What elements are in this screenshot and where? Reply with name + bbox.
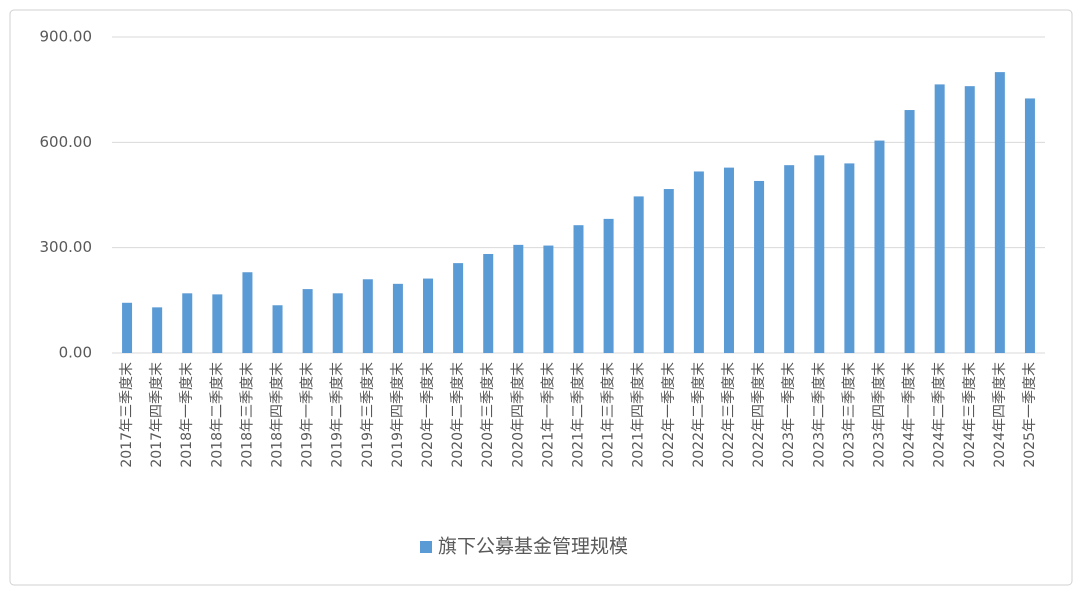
bar [814,155,825,353]
bar [934,84,945,354]
x-tick-label: 2017年四季度末 [149,362,165,468]
x-tick-label: 2019年四季度末 [390,362,406,468]
x-tick-label: 2024年四季度末 [992,362,1008,468]
bar [152,307,163,353]
x-tick-label: 2021年一季度末 [540,362,556,468]
x-tick-label: 2023年三季度末 [841,362,857,468]
bar [513,244,524,353]
x-tick-label: 2017年三季度末 [119,362,135,468]
bar [543,245,554,353]
x-tick-label: 2020年二季度末 [450,362,466,468]
x-tick-label: 2022年四季度末 [751,362,767,468]
x-tick-label: 2020年四季度末 [510,362,526,468]
bar [603,218,614,353]
x-tick-label: 2019年二季度末 [330,362,346,468]
legend-label: 旗下公募基金管理规模 [438,536,628,558]
bar [423,278,434,353]
bar [332,293,343,353]
x-tick-label: 2019年三季度末 [360,362,376,468]
x-tick-label: 2019年一季度末 [300,362,316,468]
bar [242,272,253,353]
bar [904,110,915,353]
bar [1024,98,1035,353]
bar [182,293,193,353]
x-tick-label: 2021年四季度末 [631,362,647,468]
bar [453,263,464,353]
bar [754,180,765,353]
bar [844,163,855,353]
x-tick-label: 2018年三季度末 [239,362,255,468]
legend-swatch [420,541,432,553]
bar [302,289,313,353]
x-tick-label: 2018年二季度末 [209,362,225,468]
x-tick-label: 2018年四季度末 [270,362,286,468]
chart-frame [9,9,1073,586]
bar [573,225,584,353]
x-tick-label: 2022年一季度末 [661,362,677,468]
x-tick-label: 2024年一季度末 [902,362,918,468]
x-tick-label: 2022年二季度末 [691,362,707,468]
x-tick-label: 2020年一季度末 [420,362,436,468]
bar [392,283,403,353]
x-tick-label: 2023年四季度末 [871,362,887,468]
x-tick-label: 2020年三季度末 [480,362,496,468]
x-tick-label: 2024年二季度末 [932,362,948,468]
bar [874,140,885,353]
y-tick-label: 600.00 [40,133,93,151]
bar [483,253,494,353]
x-tick-label: 2022年三季度末 [721,362,737,468]
x-tick-label: 2021年二季度末 [571,362,587,468]
bar [964,86,975,354]
x-tick-label: 2023年一季度末 [781,362,797,468]
bar [212,294,223,353]
bar [693,171,704,353]
bar [122,302,133,353]
bar [633,196,644,353]
bar [994,72,1005,353]
x-tick-label: 2024年三季度末 [962,362,978,468]
y-tick-label: 300.00 [40,238,93,256]
x-tick-label: 2025年一季度末 [1022,362,1038,468]
x-tick-label: 2018年一季度末 [179,362,195,468]
y-tick-label: 900.00 [40,28,93,46]
bar [784,165,795,353]
x-tick-label: 2023年二季度末 [811,362,827,468]
bar [272,305,283,353]
bar [362,279,373,353]
y-tick-label: 0.00 [59,344,92,362]
bar [723,167,734,353]
x-tick-label: 2021年三季度末 [601,362,617,468]
bar [663,189,674,353]
